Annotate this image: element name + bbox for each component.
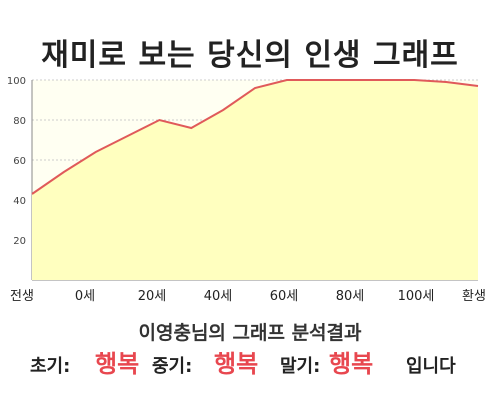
- x-tick-label: 환생: [462, 289, 486, 304]
- early-value: 행복: [95, 350, 140, 378]
- middle-value: 행복: [214, 350, 259, 378]
- middle-label: 중기:: [152, 356, 193, 377]
- analysis-heading: 이영충님의 그래프 분석결과: [138, 322, 362, 344]
- chart-title: 재미로 보는 당신의 인생 그래프: [41, 38, 459, 73]
- x-tick-label: 40세: [204, 289, 233, 304]
- ending-text: 입니다: [406, 356, 456, 377]
- y-tick-label: 40: [13, 196, 26, 207]
- y-tick-label: 80: [13, 116, 26, 127]
- life-graph-chart: 100 80 60 40 20 전생 0세 20세 40세 60세 80세 100세 환생: [7, 76, 486, 304]
- x-tick-label: 0세: [75, 289, 95, 304]
- x-tick-label: 전생: [10, 289, 34, 304]
- early-label: 초기:: [30, 356, 71, 377]
- y-tick-label: 60: [13, 156, 26, 167]
- x-tick-label: 20세: [138, 289, 167, 304]
- y-tick-label: 20: [13, 236, 26, 247]
- x-tick-label: 80세: [336, 289, 365, 304]
- analysis-result: 초기: 행복 중기: 행복 말기: 행복 입니다: [0, 348, 500, 382]
- x-tick-label: 100세: [398, 289, 435, 304]
- series-line: [31, 79, 479, 195]
- late-value: 행복: [329, 350, 374, 378]
- line-layer: [31, 79, 479, 195]
- y-tick-label: 100: [7, 76, 26, 87]
- y-tick-layer: 100 80 60 40 20: [7, 76, 26, 247]
- x-tick-layer: 전생 0세 20세 40세 60세 80세 100세 환생: [10, 289, 486, 304]
- area-fill: [32, 80, 478, 280]
- late-label: 말기:: [280, 356, 321, 377]
- area-layer: [32, 80, 478, 280]
- x-tick-label: 60세: [270, 289, 299, 304]
